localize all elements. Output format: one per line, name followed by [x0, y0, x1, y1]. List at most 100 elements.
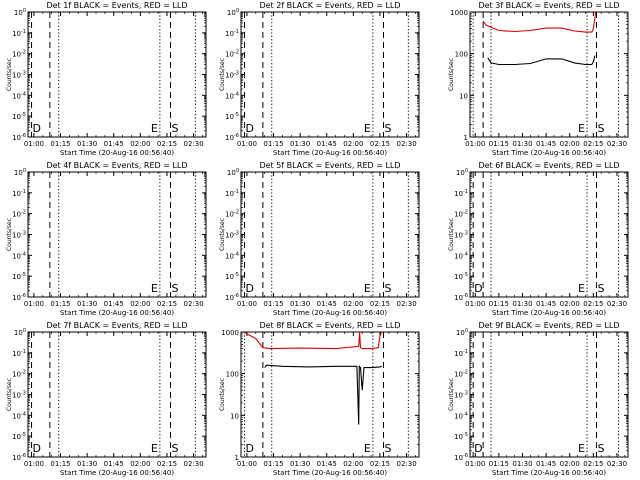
y-tick-label: 10-1 — [454, 189, 468, 198]
y-tick-label: 10-1 — [225, 189, 239, 198]
y-tick-label: 100 — [456, 168, 468, 177]
time-marker-label: S — [172, 282, 179, 295]
x-tick-label: 02:15 — [370, 300, 390, 308]
x-tick-label: 01:15 — [50, 460, 70, 468]
y-tick-label: 10-2 — [454, 210, 468, 219]
y-axis-label: Counts/sec — [6, 58, 13, 91]
time-marker-label: D — [246, 442, 254, 455]
y-tick-label: 10-1 — [12, 189, 26, 198]
chart-title: Det 6f BLACK = Events, RED = LLD — [478, 161, 619, 170]
y-tick-label: 10-3 — [12, 391, 26, 400]
y-tick-label: 10-1 — [12, 29, 26, 38]
y-tick-label: 10-6 — [225, 293, 239, 302]
y-tick-label: 100 — [14, 168, 26, 177]
y-tick-label: 10-5 — [12, 112, 26, 121]
x-tick-label: 02:00 — [130, 300, 150, 308]
y-tick-label: 10-2 — [454, 370, 468, 379]
x-tick-label: 01:45 — [536, 460, 556, 468]
x-tick-label: 01:00 — [24, 140, 44, 148]
x-tick-label: 01:00 — [237, 140, 257, 148]
y-axis-label: Counts/sec — [448, 218, 455, 251]
x-tick-label: 01:15 — [50, 140, 70, 148]
x-tick-label: 01:15 — [263, 140, 283, 148]
x-tick-label: 01:30 — [290, 460, 310, 468]
time-marker-label: S — [385, 282, 392, 295]
y-tick-label: 10-4 — [12, 251, 26, 260]
y-tick-label: 10-4 — [225, 251, 239, 260]
x-tick-label: 02:15 — [157, 300, 177, 308]
y-tick-label: 10-6 — [12, 453, 26, 462]
y-tick-label: 10-4 — [454, 251, 468, 260]
x-tick-label: 02:15 — [157, 140, 177, 148]
x-tick-label: 02:00 — [343, 140, 363, 148]
y-tick-label: 10-2 — [12, 370, 26, 379]
plot-frame — [469, 331, 629, 458]
x-tick-label: 01:00 — [465, 460, 485, 468]
x-axis-label: Start Time (20-Aug-16 00:56:40) — [273, 309, 387, 317]
x-tick-label: 01:15 — [263, 460, 283, 468]
time-marker-label: E — [151, 122, 158, 135]
y-tick-label: 10-3 — [12, 71, 26, 80]
x-tick-label: 01:30 — [77, 460, 97, 468]
x-tick-label: 01:00 — [237, 300, 257, 308]
x-tick-label: 02:00 — [130, 140, 150, 148]
y-tick-label: 100 — [14, 328, 26, 337]
x-tick-label: 01:45 — [104, 300, 124, 308]
x-axis-label: Start Time (20-Aug-16 00:56:40) — [60, 149, 174, 157]
panel-7: Det 7f BLACK = Events, RED = LLD Counts/s… — [6, 321, 207, 477]
x-tick-label: 02:00 — [343, 460, 363, 468]
time-marker-label: E — [151, 442, 158, 455]
y-tick-label: 10-2 — [225, 50, 239, 59]
chart-title: Det 8f BLACK = Events, RED = LLD — [259, 321, 400, 330]
y-tick-label: 10-4 — [225, 91, 239, 100]
time-marker-label: E — [364, 122, 371, 135]
y-tick-label: 10-2 — [225, 210, 239, 219]
x-tick-label: 01:00 — [24, 460, 44, 468]
x-tick-label: 01:00 — [237, 460, 257, 468]
time-marker-label: E — [364, 442, 371, 455]
x-tick-label: 02:15 — [157, 460, 177, 468]
y-tick-label: 100 — [14, 8, 26, 17]
y-axis-label: Counts/sec — [219, 378, 226, 411]
y-axis-label: Counts/sec — [219, 58, 226, 91]
x-tick-label: 01:45 — [317, 300, 337, 308]
time-marker-label: E — [578, 442, 585, 455]
lld-series-line — [482, 11, 597, 33]
x-tick-label: 02:15 — [583, 460, 603, 468]
y-tick-label: 10-3 — [225, 231, 239, 240]
x-tick-label: 01:30 — [512, 300, 532, 308]
x-tick-label: 02:00 — [560, 300, 580, 308]
x-tick-label: 02:30 — [183, 460, 203, 468]
x-tick-label: 01:45 — [317, 140, 337, 148]
panel-8: Det 8f BLACK = Events, RED = LLD Counts/s… — [219, 321, 420, 477]
x-tick-label: 02:00 — [560, 460, 580, 468]
chart-title: Det 3f BLACK = Events, RED = LLD — [478, 1, 619, 10]
lld-series-line — [244, 331, 383, 350]
x-tick-label: 01:00 — [465, 300, 485, 308]
x-tick-label: 01:30 — [290, 140, 310, 148]
panel-4: Det 4f BLACK = Events, RED = LLD Counts/s… — [6, 161, 207, 317]
y-tick-label: 100 — [455, 51, 468, 59]
time-marker-label: E — [151, 282, 158, 295]
y-tick-label: 10-2 — [12, 50, 26, 59]
chart-title: Det 1f BLACK = Events, RED = LLD — [46, 1, 187, 10]
y-tick-label: 100 — [226, 371, 239, 379]
x-tick-label: 01:30 — [77, 140, 97, 148]
y-tick-label: 10 — [230, 412, 239, 420]
x-tick-label: 01:30 — [512, 140, 532, 148]
time-marker-label: E — [364, 282, 371, 295]
x-tick-label: 02:30 — [396, 140, 416, 148]
y-tick-label: 10-3 — [454, 231, 468, 240]
panel-5: Det 5f BLACK = Events, RED = LLD Counts/s… — [219, 161, 420, 317]
y-tick-label: 10-6 — [454, 453, 468, 462]
x-tick-label: 01:45 — [536, 140, 556, 148]
x-tick-label: 02:15 — [583, 300, 603, 308]
y-axis-label: Counts/sec — [6, 218, 13, 251]
y-tick-label: 10-6 — [225, 133, 239, 142]
y-tick-label: 1 — [464, 134, 468, 142]
x-axis-label: Start Time (20-Aug-16 00:56:40) — [60, 309, 174, 317]
x-tick-label: 01:15 — [263, 300, 283, 308]
time-marker-label: S — [598, 442, 605, 455]
x-tick-label: 02:15 — [583, 140, 603, 148]
time-marker-label: E — [578, 122, 585, 135]
